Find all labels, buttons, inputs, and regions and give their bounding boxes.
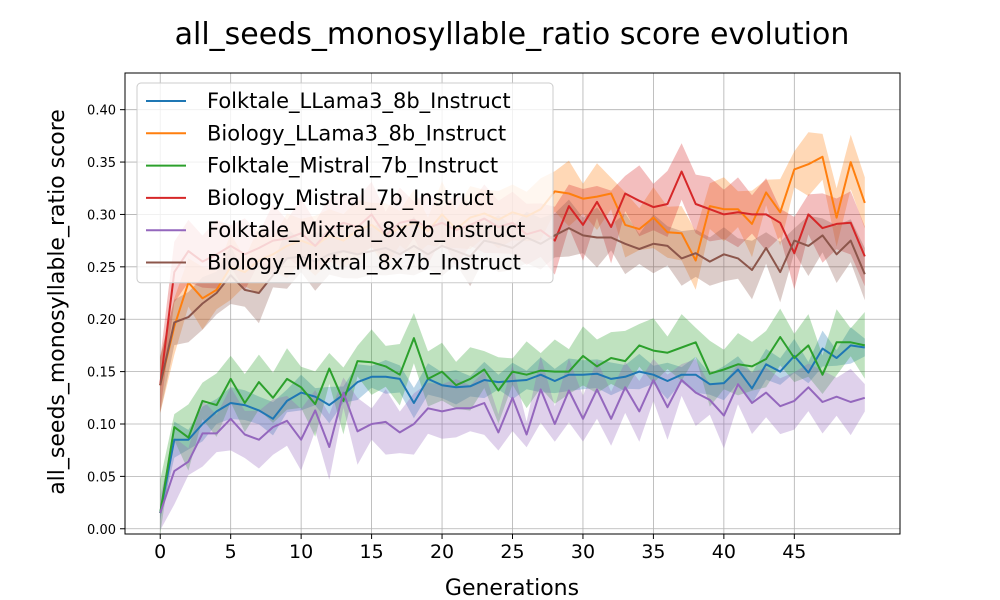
x-tick-label: 45	[782, 541, 806, 563]
legend-label: Folktale_Mixtral_8x7b_Instruct	[207, 218, 525, 243]
series-line-Folktale_Mistral_7b_Instruct	[159, 336, 866, 514]
x-axis-title: Generations	[445, 576, 579, 600]
legend-label: Biology_Mixtral_8x7b_Instruct	[207, 251, 521, 276]
x-tick-label: 10	[289, 541, 313, 563]
chart-title: all_seeds_monosyllable_ratio score evolu…	[175, 17, 850, 52]
y-tick-label: 0.25	[87, 261, 116, 276]
x-tick-label: 5	[225, 541, 237, 563]
band-Folktale_Mistral_7b_Instruct	[160, 308, 865, 534]
legend-label: Folktale_Mistral_7b_Instruct	[207, 154, 498, 179]
x-tick-label: 25	[500, 541, 524, 563]
legend-box	[136, 82, 554, 284]
x-tick-label: 20	[430, 541, 454, 563]
y-tick-label: 0.15	[87, 366, 116, 381]
series-line-Folktale_Mixtral_8x7b_Instruct	[159, 379, 866, 514]
x-tick-label: 30	[571, 541, 595, 563]
y-tick-label: 0.30	[87, 208, 116, 223]
y-tick-label: 0.40	[87, 104, 116, 119]
x-tick-label: 15	[359, 541, 383, 563]
legend: Folktale_LLama3_8b_Instruct Biology_LLama…	[136, 82, 554, 284]
x-tick-label: 40	[712, 541, 736, 563]
y-tick-label: 0.10	[87, 418, 116, 433]
y-tick-label: 0.05	[87, 470, 116, 485]
plot-area: 0 5 10 15 20 25 30 35 40 45 0.00 0.05 0.10 0.15 0.20 0.…	[87, 72, 901, 563]
y-tick-label: 0.35	[87, 156, 116, 171]
legend-label: Biology_LLama3_8b_Instruct	[207, 121, 506, 146]
y-tick-label: 0.20	[87, 313, 116, 328]
series-line-Folktale_LLama3_8b_Instruct	[159, 344, 865, 514]
ticks: 0 5 10 15 20 25 30 35 40 45 0.00 0.05 0.10 0.15 0.20 0.…	[87, 104, 806, 563]
legend-label: Folktale_LLama3_8b_Instruct	[207, 89, 511, 114]
x-tick-label: 35	[641, 541, 665, 563]
legend-label: Biology_Mistral_7b_Instruct	[207, 186, 494, 211]
y-axis-title: all_seeds_monosyllable_ratio score	[45, 109, 70, 495]
x-tick-label: 0	[154, 541, 166, 563]
y-tick-label: 0.00	[87, 523, 116, 538]
